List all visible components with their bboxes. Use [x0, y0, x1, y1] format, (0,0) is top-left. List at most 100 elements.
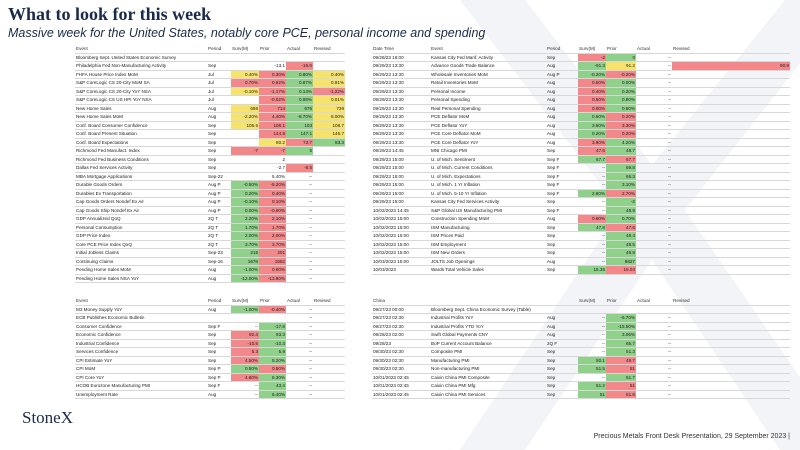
table-cell: Richmond Fed Business Conditions [75, 155, 207, 164]
table-cell: 47.8 [578, 223, 606, 232]
table-cell: Aug [207, 390, 231, 399]
column-header: Actual [286, 45, 313, 54]
table-cell: 0.30% [259, 70, 286, 79]
table-row: Richmond Fed Manufact. Index Sep -7 -7 5 [75, 146, 345, 156]
table-cell: 09/27/23 02:30 [372, 313, 430, 323]
table-cell: -1.22% [313, 87, 345, 96]
table-cell: -8.5 [286, 163, 313, 173]
table-cell: Aug P [207, 197, 231, 207]
table-row: CPI Core YoY Sep P 4.80% 5.30% -- [75, 373, 345, 382]
table-cell: -- [578, 339, 606, 348]
table-row: 09/30/23 02:30 Manufacturing PMI Sep 50.1 49… [372, 356, 790, 365]
table-cell [672, 172, 790, 181]
table-row: Cap Goods Orders Nondef Ex Air Aug P -0.10… [75, 197, 345, 207]
footer-caption: Precious Metals Front Desk Presentation,… [593, 433, 790, 440]
table-cell: -17.8 [259, 322, 286, 331]
table-cell [313, 146, 345, 156]
table-cell: -- [636, 138, 672, 147]
table-cell: 46.8 [606, 248, 636, 258]
table-cell: 15.35 [578, 265, 606, 275]
table-cell [672, 347, 790, 357]
table-cell: 51 [606, 381, 636, 391]
table-cell [672, 146, 790, 156]
table-cell: 09/29/23 13:30 [372, 70, 430, 79]
table-cell: 10/02/2023 15:00 [372, 223, 430, 232]
table-cell: -- [636, 347, 672, 357]
table-cell: Pending Home Sales NSA YoY [75, 274, 207, 283]
table-row: Cap Goods Ship Nondef Ex Air Aug P 0.00% -0… [75, 206, 345, 215]
table-cell [578, 305, 606, 314]
table-cell: -- [636, 364, 672, 374]
table-cell: S&P CoreLogic CS US HPI YoY NSA [75, 95, 207, 105]
table-cell [672, 257, 790, 266]
table-row: Initial Jobless Claims Sep-23 215 201 -- [75, 248, 345, 258]
table-cell: -- [636, 214, 672, 224]
table-cell: U. of Mich. 5-10 Yr Inflation [430, 189, 546, 198]
table-cell: S&P CoreLogic CS 20-City MoM SA [75, 78, 207, 88]
table-cell: 0.00% [578, 104, 606, 113]
table-cell: Richmond Fed Manufact. Index [75, 146, 207, 156]
table-cell: -- [636, 240, 672, 249]
table-row: FHFA House Price Index MoM Jul 0.40% 0.30% 0… [75, 70, 345, 79]
table-row: Durables Ex Transportation Aug P 0.20% 0.40… [75, 189, 345, 198]
table-cell: -- [578, 180, 606, 190]
table-cell [313, 189, 345, 198]
table-row: 09/29/23 13:30 Personal Income Aug 0.40% 0.2… [372, 87, 790, 96]
table-cell: 6.40% [259, 390, 286, 399]
table-cell: ISM New Orders [430, 248, 546, 258]
table-cell: 0.70% [231, 78, 259, 88]
table-cell: Sep F [546, 172, 578, 181]
table-cell: 10/02/2023 15:00 [372, 248, 430, 258]
table-cell [313, 381, 345, 391]
table-cell: Kansas City Fed Manf. Activity [430, 53, 546, 62]
table-cell: 0.60% [606, 104, 636, 113]
table-cell: 10/02/2023 15:00 [372, 231, 430, 241]
table-cell: 51 [578, 390, 606, 399]
table-row: GDP Price Index 2Q T 2.00% 2.00% -- [75, 231, 345, 241]
table-cell: Sep [546, 231, 578, 241]
table-cell: -- [578, 322, 606, 331]
table-cell: Continuing Claims [75, 257, 207, 266]
table-cell: Swift Global Payments CNY [430, 330, 546, 340]
table-cell: -- [636, 390, 672, 399]
table-row: S&P CoreLogic CS 20-City MoM SA Jul 0.70% 0… [75, 78, 345, 88]
table-cell: 10/02/2023 14:45 [372, 206, 430, 215]
table-cell: 3.10% [606, 180, 636, 190]
table-cell: -- [636, 356, 672, 365]
table-cell: Aug [546, 87, 578, 96]
table-cell: Cap Goods Ship Nondef Ex Air [75, 206, 207, 215]
table-cell: 67.7 [578, 155, 606, 164]
table-row: Consumer Confidence Sep F -- -17.8 -- [75, 322, 345, 331]
table-cell [672, 197, 790, 207]
table-cell [672, 390, 790, 399]
table-cell: 5.40% [259, 172, 286, 181]
table-cell: 48.4 [606, 231, 636, 241]
eurozone-calendar-table: Event Period Surv(M) Prior Actual Revised M3 M… [75, 297, 345, 399]
table-cell: 51.3 [606, 347, 636, 357]
table-cell: U. of Mich. Expectations [430, 172, 546, 181]
table-cell [672, 112, 790, 122]
table-cell: Durable Goods Orders [75, 180, 207, 190]
table-cell: PCE Deflator MoM [430, 112, 546, 122]
column-header: Revised [313, 297, 345, 306]
table-cell: 09/29/23 13:30 [372, 138, 430, 147]
table-cell: Conf. Board Expectations [75, 138, 207, 147]
table-cell: Jul [207, 78, 231, 88]
table-cell: 0.80% [606, 95, 636, 105]
table-cell: Aug P [207, 189, 231, 198]
table-cell: -13.80% [259, 274, 286, 283]
table-cell [672, 356, 790, 365]
table-cell: 0.10% [259, 197, 286, 207]
table-cell: 51.7 [606, 373, 636, 382]
table-cell [231, 138, 259, 147]
table-cell: Sep [546, 347, 578, 357]
table-cell: 0.40% [578, 87, 606, 96]
table-cell: Sep [546, 146, 578, 156]
table-cell: 49.7 [606, 356, 636, 365]
table-row: 09/29/23 13:30 Real Personal Spending Aug 0… [372, 104, 790, 113]
table-row: Richmond Fed Business Conditions Sep 2 [75, 155, 345, 164]
table-row: Industrial Confidence Sep -10.5 -10.3 -- [75, 339, 345, 348]
table-cell: -- [636, 121, 672, 130]
table-cell: 48.7 [606, 146, 636, 156]
table-cell [672, 138, 790, 147]
